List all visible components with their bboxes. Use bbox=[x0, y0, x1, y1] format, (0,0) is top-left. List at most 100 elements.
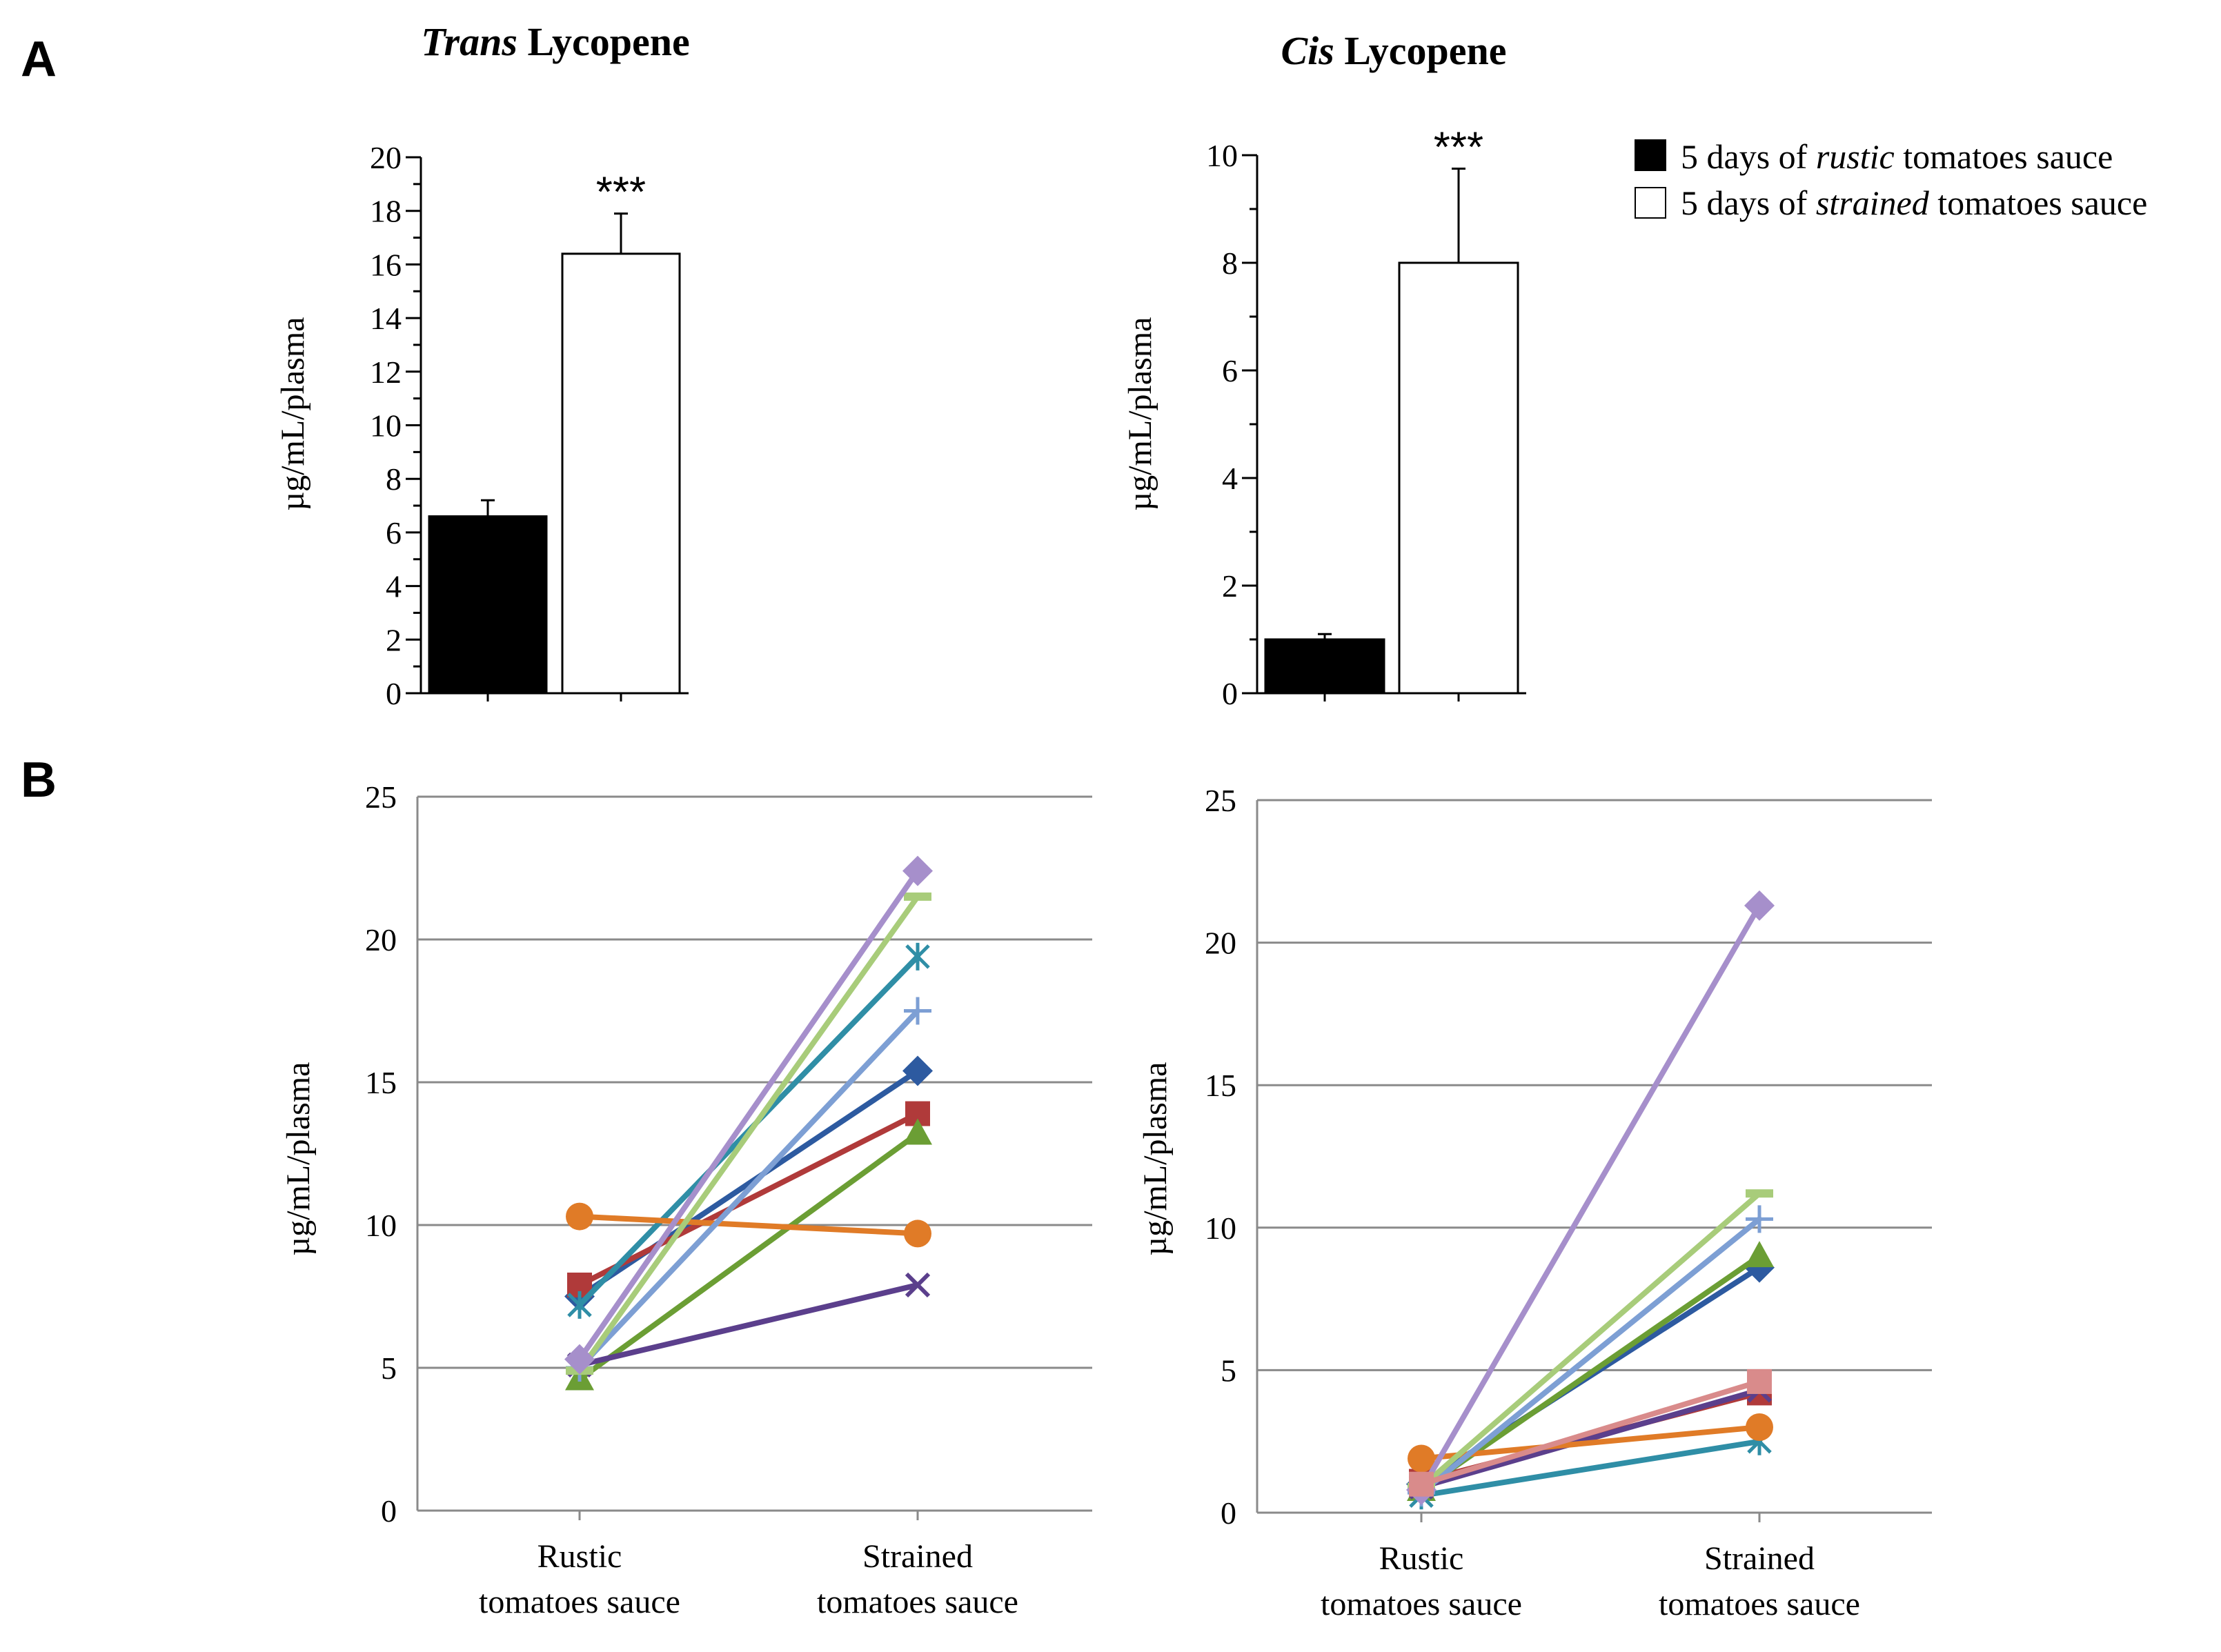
legend-strained-pre: 5 days of bbox=[1681, 183, 1816, 222]
trans-bar-y-tick-label: 8 bbox=[386, 461, 402, 497]
cis-line-y-tick-label: 5 bbox=[1221, 1353, 1236, 1388]
legend-swatch-strained bbox=[1635, 187, 1666, 219]
cis-line-series-6-strained-marker bbox=[1746, 1413, 1773, 1442]
cis-bar-bar-strained bbox=[1398, 261, 1519, 695]
cis-bar-y-tick-label: 2 bbox=[1222, 568, 1238, 604]
cis-bar-y-tick-label: 8 bbox=[1222, 246, 1238, 281]
trans-line-y-tick-label: 5 bbox=[381, 1351, 397, 1386]
cis-line-series-9-line bbox=[1419, 902, 1762, 1493]
trans-line-series-3-line bbox=[577, 1131, 920, 1382]
cis-line-series-3-strained-marker bbox=[1745, 1241, 1774, 1268]
legend-strained-em: strained bbox=[1816, 183, 1930, 222]
trans-line-series-3 bbox=[565, 1118, 932, 1391]
trans-line-y-axis-label: µg/mL/plasma bbox=[280, 1062, 317, 1256]
cis-line-series-10-rustic-marker bbox=[1409, 1471, 1434, 1497]
legend-rustic-em: rustic bbox=[1816, 137, 1895, 176]
cis-line-x-label-line1: Strained bbox=[1704, 1540, 1815, 1577]
trans-line-series-1-line bbox=[577, 1068, 920, 1300]
trans-line-series-8-line bbox=[577, 893, 920, 1374]
trans-lycopene-bar-chart: 0 2 4 6 8 10 12 14 16 18 20 µg/mL/plasma *** bbox=[275, 140, 689, 711]
trans-bar-y-tick-label: 4 bbox=[386, 569, 402, 604]
cis-line-x-label-line1: Rustic bbox=[1379, 1540, 1464, 1577]
trans-line-y-tick-label: 20 bbox=[365, 922, 397, 957]
cis-title-em: Cis bbox=[1281, 28, 1334, 73]
trans-line-series-7-strained-marker bbox=[904, 997, 931, 1025]
trans-line-series-9-line bbox=[577, 868, 920, 1362]
legend-label-rustic: 5 days of rustic tomatoes sauce bbox=[1681, 137, 2113, 176]
trans-title-rest: Lycopene bbox=[517, 19, 690, 64]
trans-line-x-label-line2: tomatoes sauce bbox=[479, 1584, 680, 1620]
legend: 5 days of rustic tomatoes sauce 5 days o… bbox=[1635, 137, 2147, 222]
cis-lycopene-line-chart: 0 5 10 15 20 25 Rustic tomatoes sauce Strained to… bbox=[1137, 783, 1932, 1622]
trans-bar-y-axis-label: µg/mL/plasma bbox=[275, 317, 311, 511]
cis-bar-y-tick-label: 0 bbox=[1222, 676, 1238, 711]
legend-label-strained: 5 days of strained tomatoes sauce bbox=[1681, 183, 2147, 222]
cis-line-x-label-line2: tomatoes sauce bbox=[1321, 1586, 1522, 1622]
trans-line-series-1-strained-marker bbox=[902, 1055, 933, 1086]
trans-line-x-label-line2: tomatoes sauce bbox=[817, 1584, 1018, 1620]
trans-bar-y-tick-label: 6 bbox=[386, 515, 402, 550]
legend-rustic-post: tomatoes sauce bbox=[1895, 137, 2113, 176]
trans-line-series-6-line bbox=[577, 1213, 920, 1237]
trans-bar-y-tick-label: 16 bbox=[370, 247, 402, 282]
trans-line-series-9 bbox=[564, 855, 933, 1375]
cis-bar-y-tick-label: 10 bbox=[1206, 138, 1238, 173]
cis-line-series-7-line bbox=[1419, 1216, 1762, 1496]
trans-bar-y-tick-label: 0 bbox=[386, 676, 402, 711]
trans-line-series-6-strained-marker bbox=[904, 1220, 931, 1248]
cis-bar-bar-rustic bbox=[1264, 638, 1385, 695]
trans-line-series-9-rustic-marker bbox=[564, 1344, 595, 1375]
cis-line-series-5-line bbox=[1419, 1438, 1762, 1499]
trans-line-series-8-strained-marker bbox=[904, 892, 931, 901]
trans-line-series-4-strained-marker bbox=[905, 1272, 931, 1298]
cis-bar-title: Cis Lycopene bbox=[1281, 28, 1506, 73]
trans-line-series-3-strained-marker bbox=[903, 1118, 932, 1145]
trans-bar-y-tick-label: 18 bbox=[370, 194, 402, 229]
trans-line-series-5-strained-marker bbox=[905, 942, 930, 971]
trans-title-em: Trans bbox=[421, 19, 517, 64]
cis-bar-y-tick-label: 4 bbox=[1222, 461, 1238, 496]
trans-lycopene-line-chart: 0 5 10 15 20 25 Rustic tomatoes sauce Strained to… bbox=[280, 779, 1092, 1620]
cis-line-y-tick-label: 0 bbox=[1221, 1495, 1236, 1531]
cis-line-series-10 bbox=[1409, 1369, 1772, 1497]
cis-line-series-10-strained-marker bbox=[1747, 1369, 1772, 1394]
cis-line-series-6-rustic-marker bbox=[1408, 1444, 1435, 1473]
trans-bar-title: Trans Lycopene bbox=[421, 19, 689, 64]
cis-lycopene-bar-chart: 0 2 4 6 8 10 µg/mL/plasma *** bbox=[1122, 124, 1526, 711]
cis-line-series-8-line bbox=[1419, 1191, 1762, 1490]
trans-line-series-2-line bbox=[577, 1111, 920, 1288]
cis-line-series-6 bbox=[1408, 1413, 1773, 1473]
trans-line-series-9-strained-marker bbox=[902, 855, 933, 886]
cis-line-y-tick-label: 15 bbox=[1205, 1068, 1236, 1103]
cis-bar-y-tick-label: 6 bbox=[1222, 353, 1238, 388]
cis-line-series-4-line bbox=[1419, 1387, 1762, 1490]
legend-swatch-rustic bbox=[1635, 139, 1666, 171]
trans-line-y-tick-label: 15 bbox=[365, 1065, 397, 1100]
trans-bar-y-tick-label: 12 bbox=[370, 355, 402, 390]
cis-line-y-tick-label: 20 bbox=[1205, 926, 1236, 961]
cis-line-y-tick-label: 25 bbox=[1205, 783, 1236, 818]
trans-line-series-6 bbox=[566, 1202, 931, 1248]
trans-line-series-6-rustic-marker bbox=[566, 1202, 593, 1231]
cis-line-x-label-line2: tomatoes sauce bbox=[1659, 1586, 1860, 1622]
cis-line-series-7-strained-marker bbox=[1746, 1205, 1773, 1233]
cis-line-y-axis-label: µg/mL/plasma bbox=[1137, 1062, 1174, 1256]
legend-rustic-pre: 5 days of bbox=[1681, 137, 1816, 176]
cis-line-y-tick-label: 10 bbox=[1205, 1211, 1236, 1246]
trans-bar-significance: *** bbox=[596, 169, 646, 217]
trans-bar-y-tick-label: 10 bbox=[370, 408, 402, 444]
trans-bar-y-tick-label: 2 bbox=[386, 622, 402, 657]
cis-bar-y-axis-label: µg/mL/plasma bbox=[1122, 317, 1158, 511]
cis-line-series-9 bbox=[1406, 890, 1775, 1505]
trans-line-y-tick-label: 0 bbox=[381, 1493, 397, 1529]
cis-title-rest: Lycopene bbox=[1334, 28, 1507, 73]
panel-label-b: B bbox=[21, 753, 57, 808]
trans-line-y-tick-label: 10 bbox=[365, 1208, 397, 1243]
trans-bar-bar-rustic bbox=[428, 515, 548, 695]
trans-line-series-5-rustic-marker bbox=[567, 1291, 592, 1319]
trans-line-series-4-line bbox=[577, 1282, 920, 1368]
trans-line-x-label-line1: Strained bbox=[862, 1538, 973, 1575]
cis-line-series-6-line bbox=[1419, 1424, 1762, 1462]
cis-line-series-9-strained-marker bbox=[1744, 890, 1775, 921]
